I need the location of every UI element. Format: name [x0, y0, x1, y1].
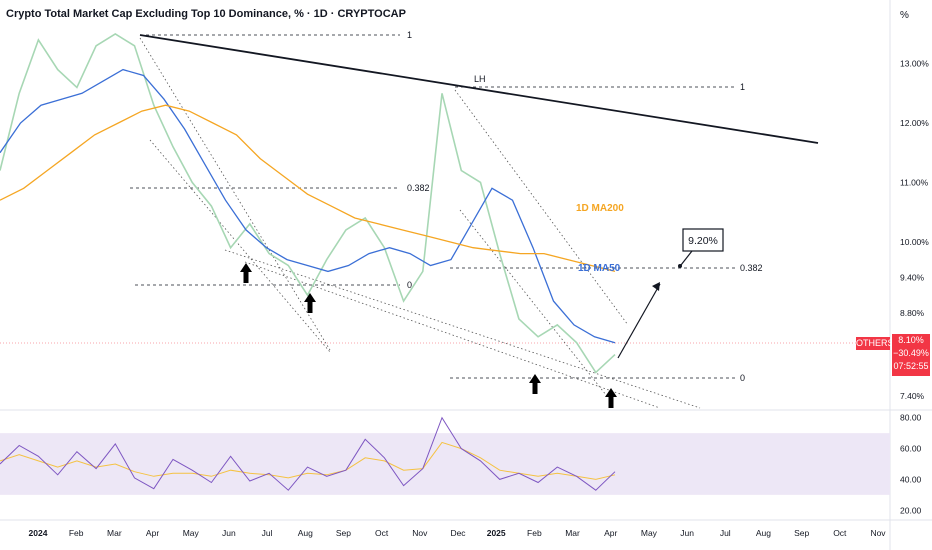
- price-line: [0, 32, 616, 374]
- rsi-ma-line: [0, 441, 616, 480]
- x-tick-label: Jul: [262, 528, 273, 538]
- y-tick-label: 13.00%: [900, 59, 929, 69]
- rsi-band: [0, 433, 890, 495]
- x-tick-label: Dec: [450, 528, 466, 538]
- x-tick-label: Feb: [69, 528, 84, 538]
- projection-arrowhead: [652, 282, 660, 291]
- channel-line: [454, 89, 629, 326]
- y-tick-label: 7.40%: [900, 391, 925, 401]
- x-tick-label: Oct: [833, 528, 847, 538]
- axis-layer: 13.00%12.00%11.00%10.00%9.40%8.80%8.20%7…: [29, 59, 930, 538]
- x-tick-label: Jun: [222, 528, 236, 538]
- fib-label: 0: [407, 280, 412, 290]
- x-tick-label: Oct: [375, 528, 389, 538]
- x-tick-label: May: [641, 528, 658, 538]
- rsi-y-tick-label: 20.00: [900, 505, 922, 515]
- channel-line: [459, 209, 611, 401]
- channel-line: [244, 261, 661, 409]
- y-tick-label: 9.40%: [900, 272, 925, 282]
- fib-label: 0.382: [407, 183, 430, 193]
- target-point: [678, 264, 682, 268]
- x-tick-label: Apr: [146, 528, 159, 538]
- up-arrow: [240, 263, 252, 283]
- fib-label: 0: [740, 373, 745, 383]
- channel-line: [224, 249, 701, 409]
- x-tick-label: Jun: [680, 528, 694, 538]
- fib-label: 0.382: [740, 263, 763, 273]
- ma50-label: 1D MA50: [578, 263, 621, 274]
- x-tick-label: Apr: [604, 528, 617, 538]
- x-tick-label: Nov: [870, 528, 886, 538]
- channel-line: [149, 139, 331, 353]
- x-tick-label: May: [183, 528, 200, 538]
- x-tick-label: Feb: [527, 528, 542, 538]
- lower-high-label: LH: [474, 74, 486, 84]
- up-arrow: [529, 374, 541, 394]
- y-tick-label: 12.00%: [900, 118, 929, 128]
- rsi-y-tick-label: 60.00: [900, 444, 922, 454]
- fib-label: 1: [407, 30, 412, 40]
- x-tick-label: Nov: [412, 528, 428, 538]
- ma50-line: [0, 68, 616, 344]
- ma200-line: [0, 104, 616, 273]
- up-arrow: [605, 388, 617, 408]
- projection-arrow: [617, 283, 661, 359]
- chart-title: Crypto Total Market Cap Excluding Top 10…: [6, 8, 406, 20]
- up-arrow: [304, 293, 316, 313]
- major-trendline: [139, 34, 819, 144]
- fib-label: 1: [740, 82, 745, 92]
- x-tick-label: Mar: [107, 528, 122, 538]
- x-tick-label: Jul: [720, 528, 731, 538]
- rsi-layer: [0, 416, 890, 495]
- x-tick-label: 2024: [29, 528, 48, 538]
- drawings-layer: [0, 34, 890, 409]
- y-tick-label: 11.00%: [900, 177, 929, 187]
- annotation-layer: 1 0.382 0 1 0.382 0 1D MA200 1D MA50 LH 9.20%: [240, 30, 763, 408]
- x-tick-label: Aug: [756, 528, 771, 538]
- target-callout-pointer: [680, 250, 693, 266]
- current-price: 8.10%: [898, 335, 924, 345]
- ma200-label: 1D MA200: [576, 203, 624, 214]
- x-tick-label: Sep: [336, 528, 351, 538]
- x-tick-label: Mar: [565, 528, 580, 538]
- symbol-tag: OTHERS.D: [856, 337, 903, 350]
- price-box: 8.10% −30.49% 07:52:55: [892, 334, 930, 376]
- target-value-label: 9.20%: [688, 235, 718, 247]
- series-layer: [0, 32, 616, 374]
- bar-countdown: 07:52:55: [893, 361, 929, 371]
- channel-line: [139, 37, 331, 351]
- x-tick-label: 2025: [487, 528, 506, 538]
- target-callout-box: [682, 228, 724, 252]
- x-tick-label: Aug: [298, 528, 313, 538]
- price-change: −30.49%: [893, 348, 929, 358]
- y-tick-label: 8.80%: [900, 308, 925, 318]
- y-tick-label: 10.00%: [900, 237, 929, 247]
- x-tick-label: Sep: [794, 528, 809, 538]
- unit-label: %: [900, 10, 909, 21]
- rsi-line: [0, 416, 616, 491]
- rsi-y-tick-label: 40.00: [900, 474, 922, 484]
- rsi-y-tick-label: 80.00: [900, 413, 922, 423]
